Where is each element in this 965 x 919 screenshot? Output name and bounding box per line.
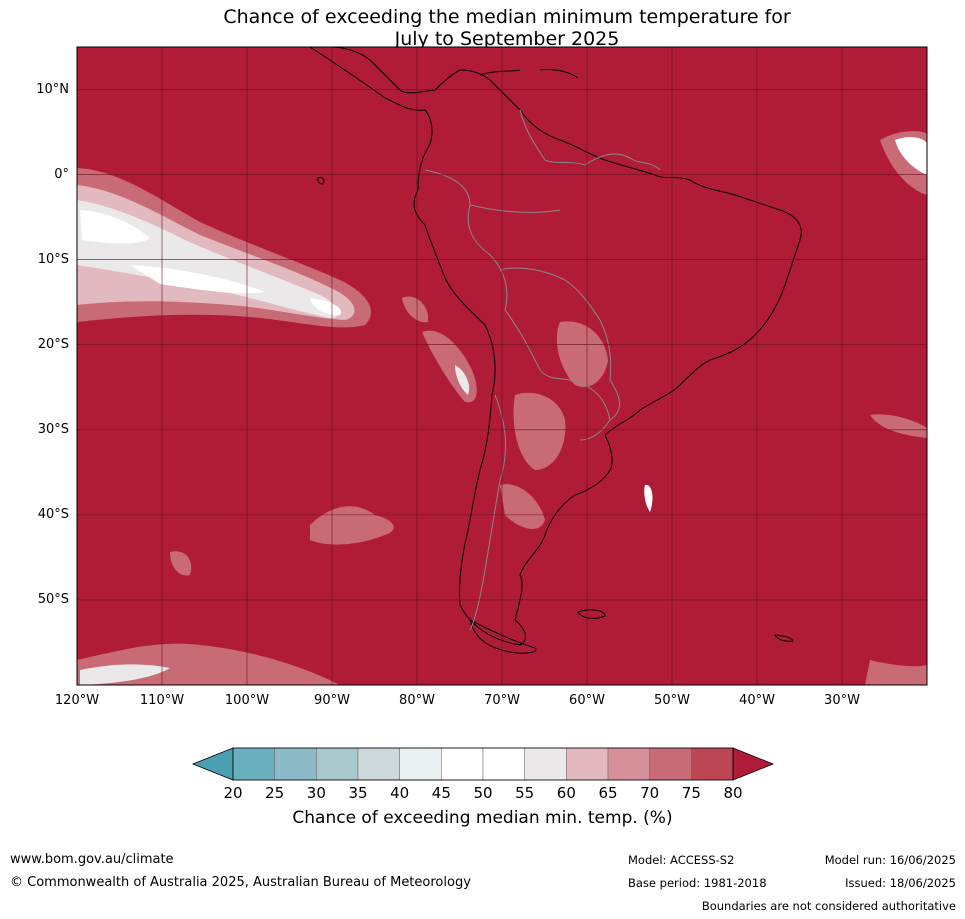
colorbar-segment bbox=[607, 747, 650, 781]
longitude-tick-label: 110°W bbox=[139, 693, 185, 708]
colorbar-high-extend bbox=[732, 747, 775, 781]
colorbar-segment bbox=[399, 747, 442, 781]
copyright-text: © Commonwealth of Australia 2025, Austra… bbox=[10, 875, 471, 890]
colorbar-tick-label: 70 bbox=[640, 784, 660, 802]
map-frame bbox=[76, 46, 928, 686]
contour-peru-coast bbox=[402, 296, 429, 323]
contour-argentina bbox=[513, 392, 566, 470]
colorbar-segment bbox=[441, 747, 484, 781]
colorbar-tick-label: 40 bbox=[390, 784, 410, 802]
model-run-date: Model run: 16/06/2025 bbox=[824, 853, 956, 867]
contour-eastern-pacific-55 bbox=[77, 200, 339, 318]
colorbar-tick-label: 55 bbox=[515, 784, 535, 802]
longitude-tick-label: 70°W bbox=[484, 693, 520, 708]
model-name: Model: ACCESS-S2 bbox=[628, 853, 735, 867]
colorbar-segment bbox=[316, 747, 359, 781]
boundaries-disclaimer: Boundaries are not considered authoritat… bbox=[701, 899, 956, 913]
colorbar-tick-label: 65 bbox=[598, 784, 618, 802]
south-georgia bbox=[774, 634, 794, 642]
colorbar-tick-label: 35 bbox=[348, 784, 368, 802]
colorbar bbox=[191, 747, 775, 781]
website-link[interactable]: www.bom.gov.au/climate bbox=[10, 852, 174, 867]
latitude-tick-label: 40°S bbox=[37, 506, 69, 522]
contour-south-pacific bbox=[310, 506, 394, 545]
contour-southern-ocean-in bbox=[80, 664, 170, 685]
longitude-tick-label: 90°W bbox=[314, 693, 350, 708]
colorbar-segment bbox=[357, 747, 400, 781]
colorbar-low-extend bbox=[191, 747, 234, 781]
issued-date: Issued: 18/06/2025 bbox=[845, 876, 956, 890]
colorbar-tick-label: 60 bbox=[556, 784, 576, 802]
colorbar-segment bbox=[566, 747, 609, 781]
contour-southeast-atlantic bbox=[865, 660, 927, 685]
chart-title-line1: Chance of exceeding the median minimum t… bbox=[223, 6, 791, 28]
contour-chaco bbox=[556, 321, 608, 388]
colorbar-tick-label: 75 bbox=[681, 784, 701, 802]
colorbar-tick-label: 45 bbox=[431, 784, 451, 802]
contour-eastern-pacific-50c bbox=[310, 298, 341, 316]
tierra-del-fuego bbox=[469, 619, 537, 654]
latitude-tick-label: 50°S bbox=[37, 591, 69, 607]
colorbar-tick-label: 80 bbox=[723, 784, 743, 802]
longitude-tick-label: 30°W bbox=[824, 693, 860, 708]
chart-title-line2: July to September 2025 bbox=[394, 28, 620, 50]
longitude-tick-label: 50°W bbox=[654, 693, 690, 708]
colorbar-segment bbox=[649, 747, 692, 781]
contour-atlantic-east bbox=[870, 414, 927, 438]
south-america-coastline bbox=[309, 47, 802, 646]
colorbar-segment bbox=[232, 747, 275, 781]
contour-eastern-pacific-50b bbox=[130, 265, 265, 294]
contour-tropical-atlantic-in bbox=[895, 137, 927, 175]
latitude-tick-label: 10°S bbox=[37, 251, 69, 267]
colorbar-segment bbox=[691, 747, 734, 781]
contour-eastern-pacific-50 bbox=[80, 210, 150, 244]
longitude-tick-label: 80°W bbox=[399, 693, 435, 708]
longitude-tick-label: 60°W bbox=[569, 693, 605, 708]
falkland-islands bbox=[577, 609, 606, 619]
contour-patagonia bbox=[500, 484, 545, 530]
colorbar-tick-label: 30 bbox=[306, 784, 326, 802]
latitude-tick-label: 30°S bbox=[37, 421, 69, 437]
colorbar-tick-label: 20 bbox=[223, 784, 243, 802]
colorbar-tick-label: 50 bbox=[473, 784, 493, 802]
latitude-tick-label: 10°N bbox=[36, 81, 69, 97]
latitude-tick-label: 0° bbox=[54, 166, 69, 182]
contour-south-pacific-small bbox=[170, 551, 192, 576]
colorbar-segment bbox=[524, 747, 567, 781]
contour-south-atlantic-small bbox=[644, 484, 653, 512]
latitude-tick-label: 20°S bbox=[37, 336, 69, 352]
colorbar-frame bbox=[232, 747, 734, 781]
colorbar-segment bbox=[482, 747, 525, 781]
colorbar-tick-label: 25 bbox=[265, 784, 285, 802]
longitude-tick-label: 120°W bbox=[54, 693, 100, 708]
contour-chile-offshore-in bbox=[455, 365, 470, 395]
galapagos bbox=[317, 177, 325, 185]
colorbar-segment bbox=[274, 747, 317, 781]
base-period: Base period: 1981-2018 bbox=[628, 876, 767, 890]
colorbar-title: Chance of exceeding median min. temp. (%… bbox=[292, 808, 673, 828]
longitude-tick-label: 100°W bbox=[224, 693, 270, 708]
probability-contours bbox=[77, 131, 927, 685]
graticule bbox=[77, 47, 927, 685]
country-boundaries bbox=[424, 109, 661, 631]
longitude-tick-label: 40°W bbox=[739, 693, 775, 708]
